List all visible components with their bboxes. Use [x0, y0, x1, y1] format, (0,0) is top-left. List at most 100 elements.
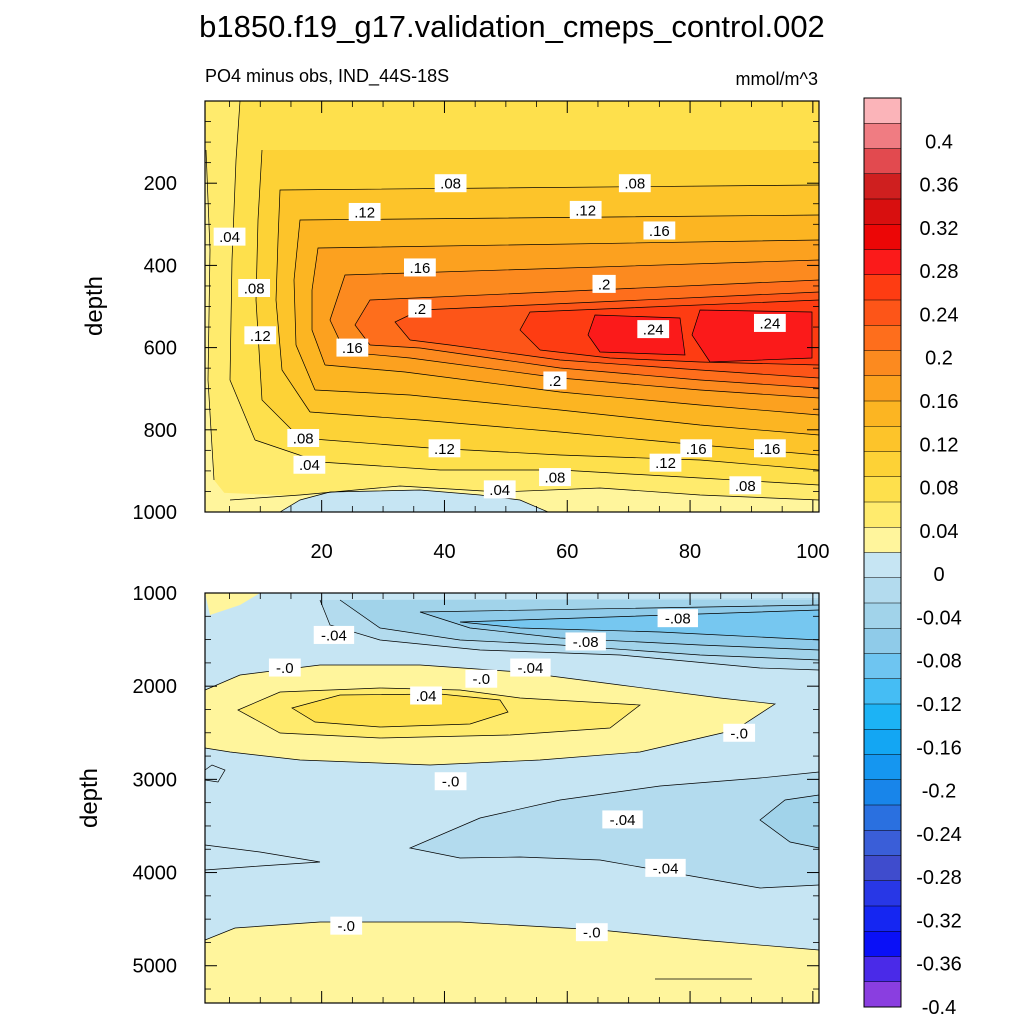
contour-label-bg — [213, 227, 246, 246]
contour-label: .08 — [618, 174, 651, 193]
contour-label: .16 — [680, 439, 713, 458]
contour-label-text: .12 — [655, 455, 676, 472]
contour-label-text: -.04 — [517, 660, 543, 677]
colorbar-label: 0.08 — [920, 478, 959, 500]
contour-label-bg — [330, 916, 363, 935]
contour-label-text: .2 — [414, 301, 427, 318]
contour-label-bg — [543, 371, 567, 390]
lower-contour-line — [205, 921, 819, 951]
contour-label: -.08 — [657, 609, 698, 628]
lower-contour-line — [205, 764, 226, 783]
contour-label: .08 — [287, 429, 320, 448]
upper-contour-labels: .04 .08 .08 .12 .12 .16 .16 .2 .2 .08 .12 .24 .24 .16… — [213, 174, 786, 499]
colorbar-swatch — [864, 603, 901, 629]
contour-label: .2 — [592, 274, 616, 293]
contour-label: .04 — [410, 686, 442, 705]
lower-plot-frame — [204, 592, 820, 1004]
contour-label-bg — [618, 174, 651, 193]
contour-label-bg — [539, 468, 571, 487]
lower-band-deep-neg1 — [410, 772, 819, 888]
lower-contour-line — [205, 844, 321, 871]
contour-label: -.04 — [313, 625, 355, 644]
contour-label-bg — [592, 274, 616, 293]
contour-label-bg — [602, 810, 643, 829]
lower-band-top-left — [205, 593, 260, 615]
contour-label-text: .08 — [244, 281, 265, 298]
contour-label: .04 — [213, 227, 246, 246]
contour-label-text: .04 — [416, 688, 437, 705]
contour-label-text: .12 — [354, 204, 375, 221]
lower-contour-line — [237, 687, 641, 739]
upper-contour-line — [409, 339, 819, 379]
contour-label: .04 — [293, 455, 326, 474]
colorbar-label: -0.36 — [916, 954, 962, 976]
contour-label-text: .04 — [489, 482, 510, 499]
colorbar-swatch — [864, 502, 901, 528]
colorbar-swatch — [864, 729, 901, 755]
colorbar-swatch — [864, 199, 901, 225]
upper-contour-line — [691, 309, 813, 363]
contour-label-bg — [575, 923, 608, 942]
colorbar-label: -0.12 — [916, 694, 962, 716]
lower-band-bottom-positive — [205, 922, 819, 1003]
colorbar-swatch — [864, 855, 901, 882]
upper-contour-line — [329, 259, 819, 353]
contour-label: .12 — [244, 326, 277, 345]
lower-contour-labels: -.04 -.08 -.08 -.04 -.0 -.0 .04 -.0 -.0 -.04 -.04 -… — [268, 609, 756, 942]
colorbar-label: 0.16 — [920, 391, 959, 413]
contour-label-bg — [645, 858, 686, 877]
contour-label: .08 — [729, 476, 762, 495]
contour-label-text: .12 — [434, 441, 455, 458]
x-tick-label: 60 — [556, 541, 578, 563]
x-tick-label: 40 — [433, 541, 455, 563]
lower-contour-line — [408, 771, 819, 889]
lower-axes: 1000 2000 3000 4000 5000 — [133, 583, 819, 1003]
contour-label: .08 — [434, 174, 467, 193]
colorbar-label: 0.04 — [920, 521, 959, 543]
contour-label-text: -.04 — [321, 627, 347, 644]
colorbar-swatch — [864, 577, 901, 604]
colorbar-label: -0.24 — [916, 824, 962, 846]
colorbar-swatch — [864, 476, 901, 503]
contour-label-bg — [287, 429, 320, 448]
colorbar-swatch — [864, 906, 901, 932]
contour-label-bg — [723, 723, 756, 742]
lower-contour-line — [205, 664, 777, 766]
contour-label-text: .24 — [643, 322, 664, 339]
contour-label-bg — [268, 658, 301, 677]
upper-contour-line — [587, 314, 686, 356]
y-tick-label: 3000 — [133, 769, 178, 791]
colorbar-label: 0.28 — [920, 261, 959, 283]
contour-label: .16 — [404, 258, 436, 277]
contour-label-text: -.08 — [573, 634, 599, 651]
contour-label-bg — [410, 686, 442, 705]
upper-contour-line — [279, 489, 549, 512]
contour-label: .24 — [753, 313, 786, 332]
contour-label-bg — [408, 299, 432, 318]
contour-label: -.0 — [434, 772, 467, 791]
y-tick-label: 5000 — [133, 956, 178, 978]
colorbar-swatch — [864, 173, 901, 200]
colorbar-label: 0.24 — [920, 304, 959, 326]
upper-panel: 20 40 60 80 100 200 400 600 800 1000 .04 .08 .08 .12… — [81, 100, 830, 563]
upper-contour-fill — [205, 101, 819, 512]
upper-contour-line — [539, 349, 819, 366]
lower-band-neg4 — [460, 610, 819, 640]
contour-label-bg — [313, 625, 355, 644]
colorbar-swatch — [864, 880, 901, 907]
contour-label-text: -.0 — [730, 725, 748, 742]
lower-band-positive3 — [292, 694, 508, 727]
colorbar: 0.4 0.36 0.32 0.28 0.24 0.2 0.16 0.12 0.08 0.04 0 -… — [863, 97, 962, 1019]
colorbar-swatch — [864, 552, 901, 579]
contour-label-bg — [569, 200, 602, 219]
contour-label-bg — [649, 453, 682, 472]
lower-contour-line — [291, 693, 509, 728]
colorbar-label: -0.16 — [916, 737, 962, 759]
colorbar-swatch — [864, 830, 901, 856]
x-tick-label: 100 — [796, 541, 829, 563]
contour-label-text: .16 — [649, 223, 670, 240]
contour-label-text: .24 — [759, 315, 780, 332]
contour-label-text: .16 — [686, 441, 707, 458]
contour-label-text: -.08 — [665, 611, 691, 628]
upper-contour-line — [293, 214, 819, 391]
